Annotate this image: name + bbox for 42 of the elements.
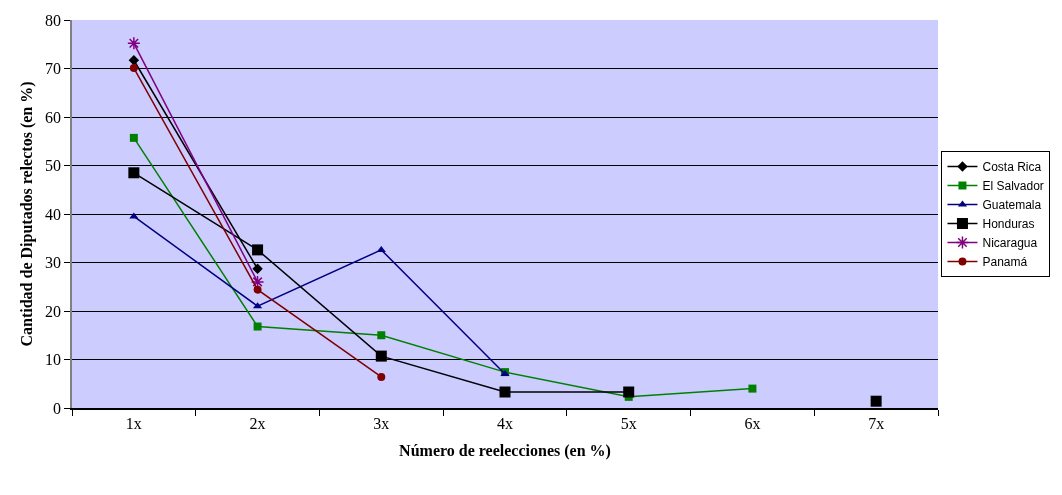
y-tick-label: 70	[45, 60, 62, 78]
x-tick-label: 4x	[497, 414, 513, 432]
x-tick-label: 3x	[373, 414, 390, 432]
x-tick-label: 7x	[868, 414, 885, 432]
point	[250, 275, 265, 289]
point	[870, 395, 882, 407]
point	[252, 263, 263, 275]
x-tick-label: 6x	[744, 414, 761, 432]
point	[748, 384, 757, 393]
point	[129, 64, 138, 73]
x-axis-title: Número de reelecciones (en %)	[399, 442, 611, 461]
point	[375, 350, 387, 362]
legend-label: Guatemala	[982, 198, 1042, 213]
point	[253, 322, 262, 331]
legend-label: Nicaragua	[982, 236, 1038, 251]
legend-label: El Salvador	[982, 179, 1044, 194]
y-tick-label: 20	[45, 302, 62, 320]
point	[253, 285, 262, 294]
legend-label: Costa Rica	[982, 160, 1042, 175]
legend-label: Panamá	[982, 255, 1028, 270]
x-tick-label: 1x	[125, 414, 142, 432]
y-axis-title: Cantidad de Diputados relectos (en %)	[18, 81, 37, 347]
y-tick-label: 60	[45, 108, 62, 126]
y-tick-label: 40	[45, 205, 62, 223]
y-tick-label: 30	[45, 254, 62, 272]
y-tick-label: 50	[45, 157, 62, 175]
point	[252, 244, 264, 256]
point	[376, 245, 386, 252]
point	[128, 55, 140, 66]
point	[499, 386, 511, 398]
point	[623, 386, 635, 398]
point	[128, 167, 140, 179]
x-tick-label: 5x	[620, 414, 637, 432]
point	[377, 372, 386, 381]
point	[129, 133, 138, 142]
y-tick-label: 0	[53, 399, 62, 417]
legend-label: Honduras	[982, 217, 1035, 232]
point	[127, 36, 141, 51]
y-tick-label: 10	[45, 351, 62, 369]
x-tick-label: 2x	[249, 414, 266, 432]
y-tick-label: 80	[45, 11, 62, 29]
point	[377, 331, 386, 340]
